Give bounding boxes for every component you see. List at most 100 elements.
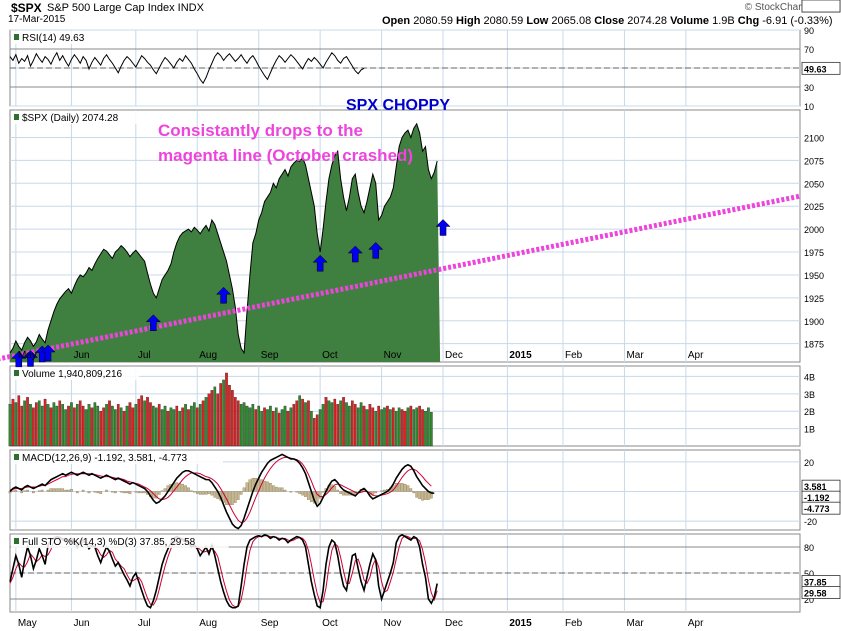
macd-histogram-bar [409, 488, 413, 492]
volume-bar [181, 407, 184, 447]
chg-value: -6.91 (-0.33%) [762, 15, 833, 27]
open-value: 2080.59 [413, 15, 453, 27]
volume-bar [368, 404, 372, 447]
macd-histogram-bar [96, 491, 100, 494]
price-month-label: Jun [73, 350, 89, 361]
macd-histogram-bar [111, 491, 114, 493]
up-arrow-marker [435, 219, 451, 236]
volume-bar [228, 384, 231, 447]
volume-bar [108, 400, 111, 447]
volume-bar [213, 386, 217, 447]
volume-bar [84, 409, 88, 447]
rsi-tick-label: 10 [804, 102, 814, 112]
axis-month-label: Apr [688, 618, 704, 629]
volume-bar [67, 405, 70, 447]
macd-histogram-bar [295, 491, 299, 493]
macd-histogram-bar [415, 491, 419, 498]
volume-bar [125, 405, 129, 447]
volume-bar [87, 404, 91, 447]
volume-bar [219, 383, 222, 447]
volume-bar [116, 404, 120, 447]
volume-bar [198, 404, 202, 447]
volume-bar [362, 405, 366, 447]
volume-bar [386, 405, 389, 447]
macd-histogram-bar [418, 491, 421, 500]
macd-histogram-bar [421, 491, 424, 501]
macd-histogram-bar [52, 488, 56, 492]
axis-month-label: Oct [322, 618, 338, 629]
rsi-last-value: 49.63 [804, 64, 827, 74]
volume-bar [190, 405, 193, 447]
volume-bar [321, 404, 325, 447]
sto-d-last: 29.58 [804, 589, 827, 599]
axis-month-label: May [18, 618, 37, 629]
volume-bar [339, 400, 342, 447]
price-label-bg [11, 111, 139, 124]
low-label: Low [526, 15, 549, 27]
macd-histogram-bar [87, 491, 91, 494]
macd-histogram-bar [210, 491, 214, 496]
sto-d-last-box [801, 586, 841, 599]
rsi-tick-label: 70 [804, 45, 814, 55]
rsi-label-marker [14, 34, 19, 40]
sto-label-marker [14, 538, 19, 544]
volume-bar [351, 400, 354, 447]
macd-histogram-bar [424, 491, 427, 500]
volume-bar [169, 407, 173, 447]
volume-bar [216, 393, 220, 447]
volume-bar [102, 407, 105, 447]
volume-bar [93, 402, 97, 447]
macd-histogram-bar [75, 491, 79, 494]
rsi-last-value-box [801, 61, 841, 75]
volume-bar [193, 402, 196, 447]
volume-bar [114, 409, 117, 447]
axis-month-label: Jun [73, 618, 89, 629]
macd-histogram-bar [321, 491, 325, 493]
volume-bar [37, 400, 41, 447]
volume-bar [289, 407, 293, 447]
volume-bar [365, 409, 369, 447]
volume-bar [14, 402, 18, 447]
volume-bar [49, 407, 53, 447]
volume-bar [52, 402, 56, 447]
up-arrow-marker [215, 286, 232, 304]
volume-bar [409, 405, 413, 447]
volume-bar [260, 411, 263, 447]
sto-k-last: 37.85 [804, 578, 827, 588]
macd-histogram-bar [315, 491, 319, 504]
volume-bar [146, 397, 149, 447]
rsi-tick-label: 90 [804, 26, 814, 36]
volume-bar [359, 402, 363, 447]
volume-bar [75, 404, 79, 447]
volume-bar [46, 404, 50, 447]
macd-histogram-bar [26, 489, 29, 492]
volume-bar [166, 411, 170, 447]
macd-histogram-bar [280, 487, 284, 492]
macd-histogram-bar [163, 488, 167, 492]
volume-bar [371, 407, 375, 447]
volume-bar [298, 395, 301, 447]
volume-bar [295, 400, 299, 447]
volume-bar [149, 402, 152, 447]
volume-bar [274, 407, 278, 447]
price-tick-label: 2075 [804, 156, 824, 166]
volume-bar [201, 400, 205, 447]
price-month-label: Mar [626, 350, 644, 361]
price-month-label: Feb [565, 350, 583, 361]
price-tick-label: 1950 [804, 271, 824, 281]
macd-indicator-label: MACD(12,26,9) -1.192, 3.581, -4.773 [22, 453, 188, 464]
macd-signal-last: 3.581 [804, 482, 827, 492]
volume-bar [32, 407, 35, 447]
volume-bar [207, 393, 211, 447]
volume-last-value-box [801, 0, 841, 13]
sto-tick-label: 20 [804, 595, 814, 605]
volume-bar [272, 411, 275, 447]
volume-tick-label: 2B [804, 407, 815, 417]
volume-bar [184, 404, 187, 447]
macd-last-value: -1.192 [804, 493, 830, 503]
close-value: 2074.28 [627, 15, 668, 27]
macd-histogram-bar [397, 483, 401, 492]
volume-bar [20, 405, 24, 447]
macd-histogram-bar [70, 489, 73, 492]
macd-histogram-bar [412, 491, 416, 494]
